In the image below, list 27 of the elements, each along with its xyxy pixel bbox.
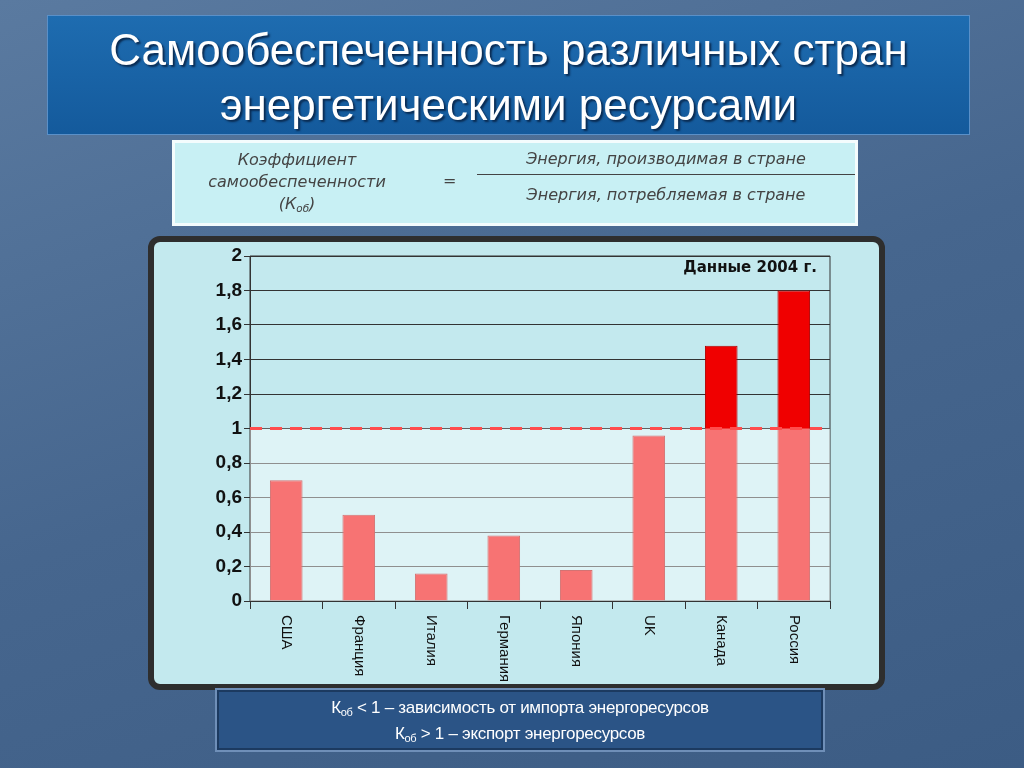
x-tick-label: Канада (714, 615, 732, 667)
y-tick-label: 1,2 (215, 382, 242, 404)
y-tick-label: 1 (231, 416, 243, 438)
text: Энергия, производимая в стране (477, 149, 855, 175)
text: К$_{об}$ < 1 – зависимость от импорта энергоресурсов (330, 697, 710, 720)
y-tick-label: 0,8 (215, 451, 242, 473)
y-tick-label: 1,6 (215, 313, 242, 335)
annotation: Данные 2004 г. (683, 258, 817, 276)
x-tick-label: Япония (569, 615, 587, 668)
y-tick-label: 1,8 (215, 278, 242, 300)
x-tick-label: Россия (786, 615, 804, 665)
y-tick-label: 1,4 (215, 347, 243, 369)
x-tick-label: UK (641, 615, 659, 636)
y-tick-label: 0 (231, 589, 242, 611)
x-tick-label: Италия (424, 615, 442, 667)
text: Коэффициент самообеспеченности (К$_{об}$) (207, 149, 387, 215)
text: = (443, 171, 457, 190)
y-tick-label: 0,4 (215, 520, 243, 542)
text: Энергия, потребляемая в стране (525, 185, 807, 204)
y-tick-label: 0,2 (215, 554, 242, 576)
x-tick-label: Франция (351, 615, 369, 677)
y-tick-label: 0,6 (215, 485, 242, 507)
x-tick-label: Германия (496, 615, 514, 683)
chart-title: Самообеспеченность различных стран энергетическими ресурсами (47, 15, 970, 135)
y-tick-label: 2 (231, 244, 242, 266)
text: К$_{об}$ > 1 – экспорт энергоресурсов (393, 723, 647, 746)
x-tick-label: США (279, 615, 297, 650)
